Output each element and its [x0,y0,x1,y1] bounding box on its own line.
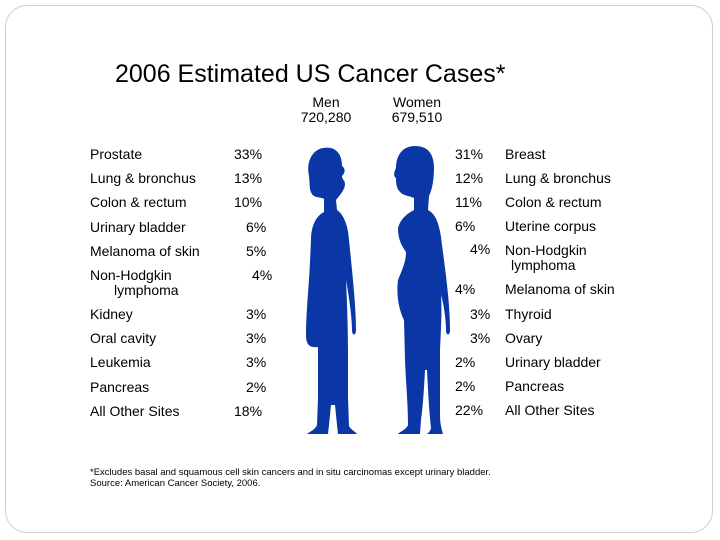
men-percent-label: 4% [252,267,273,283]
men-percent-label: 3% [246,330,267,346]
men-site-label: All Other Sites [90,403,180,419]
men-total: 720,280 [300,109,352,125]
men-site-label-line1: Non-Hodgkin [90,267,172,283]
women-total: 679,510 [391,109,443,125]
women-site-label: Colon & rectum [505,194,602,210]
women-label: Women [393,94,441,110]
women-site-label: Breast [505,146,546,162]
men-percent-label: 13% [234,170,263,186]
men-site-label: Melanoma of skin [90,243,200,259]
women-site-label-line1: Non-Hodgkin [505,242,587,258]
women-percent-label: 11% [455,194,482,210]
women-percent-label: 3% [470,306,491,322]
women-percent-label: 3% [470,330,491,346]
men-label: Men [312,94,340,110]
men-percent-label: 3% [246,354,267,370]
women-site-label: Melanoma of skin [505,281,615,297]
women-percent-label: 22% [455,402,484,418]
men-site-label: Colon & rectum [90,194,187,210]
men-column-header: Men 720,280 [290,95,362,125]
women-site-label: Thyroid [505,306,552,322]
men-percent-label: 18% [234,403,263,419]
men-site-label-line2: lymphoma [114,282,179,298]
slide-title: 2006 Estimated US Cancer Cases* [115,60,506,88]
men-site-label: Leukemia [90,354,151,370]
male-silhouette [306,147,357,434]
women-percent-label: 2% [455,354,476,370]
men-site-label: Lung & bronchus [90,170,196,186]
women-percent-label: 31% [455,146,484,162]
men-site-label: Urinary bladder [90,219,186,235]
women-site-label-line2: lymphoma [511,257,576,273]
men-site-label: Kidney [90,306,133,322]
women-percent-label: 2% [455,378,476,394]
men-percent-label: 3% [246,306,267,322]
footnote-exclusions: *Excludes basal and squamous cell skin c… [90,467,491,478]
women-site-label: Pancreas [505,378,565,394]
female-silhouette [394,146,450,434]
men-percent-label: 33% [234,146,263,162]
women-site-label: Ovary [505,330,543,346]
women-site-label: Lung & bronchus [505,170,611,186]
women-percent-label: 12% [455,170,484,186]
footnote-source: Source: American Cancer Society, 2006. [90,478,261,489]
men-percent-label: 5% [246,243,267,259]
women-column-header: Women 679,510 [380,95,454,125]
men-percent-label: 10% [234,194,263,210]
men-site-label: Pancreas [90,379,150,395]
footnote: *Excludes basal and squamous cell skin c… [90,467,491,489]
men-site-label: Oral cavity [90,330,157,346]
women-site-label: Uterine corpus [505,218,597,234]
women-site-label: Non-Hodgkin lymphoma [505,243,665,273]
women-percent-label: 6% [455,218,476,234]
women-percent-label: 4% [470,241,491,257]
men-percent-label: 6% [246,219,267,235]
women-site-label: Urinary bladder [505,354,601,370]
men-site-label: Non-Hodgkin lymphoma [90,268,225,298]
men-site-label: Prostate [90,146,143,162]
women-site-label: All Other Sites [505,402,595,418]
men-percent-label: 2% [246,379,267,395]
women-percent-label: 4% [455,281,476,297]
slide-frame [5,5,713,533]
